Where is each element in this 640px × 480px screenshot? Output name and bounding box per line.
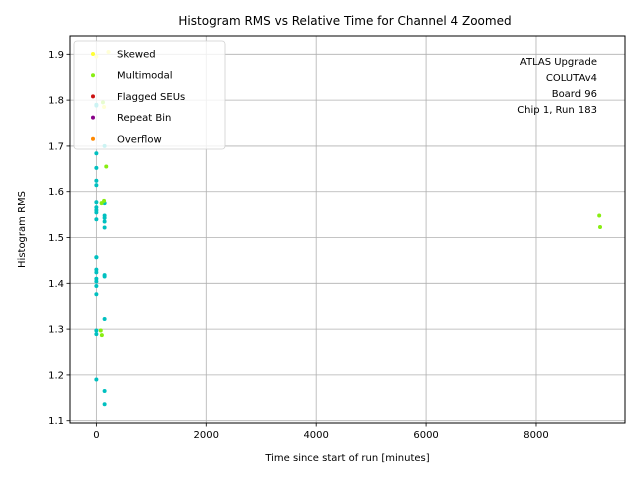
data-point [94, 292, 99, 297]
data-point [94, 284, 99, 289]
data-point [94, 332, 99, 337]
data-point [94, 210, 99, 215]
y-tick-label: 1.1 [48, 416, 64, 427]
legend: Skewed Multimodal Flagged SEUs Repeat Bin Ov… [73, 40, 226, 150]
y-tick-label: 1.9 [48, 50, 64, 61]
annotation-line: ATLAS Upgrade [520, 57, 597, 68]
data-point [102, 215, 107, 220]
data-point [94, 200, 99, 205]
y-axis-label: Histogram RMS [17, 191, 28, 268]
legend-label: Skewed [117, 50, 156, 61]
data-point [102, 198, 107, 203]
plot-frame [69, 35, 626, 424]
data-point [94, 217, 99, 222]
data-point [94, 151, 99, 156]
data-points [94, 50, 602, 407]
data-point [94, 178, 99, 183]
y-tick-label: 1.5 [48, 233, 64, 244]
run-annotation: ATLAS Upgrade COLUTAv4 Board 96 Chip 1, Run… [517, 57, 597, 116]
chart-title: Histogram RMS vs Relative Time for Chann… [178, 14, 511, 28]
legend-marker [91, 136, 95, 141]
legend-marker [91, 52, 95, 56]
data-point [94, 276, 99, 281]
legend-marker [91, 73, 95, 78]
data-point [104, 164, 109, 169]
data-point [94, 377, 99, 382]
data-point [102, 402, 107, 407]
data-point [102, 225, 107, 230]
data-point [102, 219, 107, 224]
legend-label: Repeat Bin [117, 113, 171, 124]
x-tick-label: 0 [93, 430, 99, 441]
y-tick-label: 1.4 [48, 279, 64, 290]
data-point [597, 213, 602, 218]
data-point [102, 274, 107, 279]
legend-box [73, 40, 226, 150]
data-point [98, 328, 103, 333]
x-tick-label: 2000 [194, 430, 219, 441]
data-point [94, 267, 99, 272]
x-axis-label: Time since start of run [minutes] [264, 453, 429, 464]
y-tick-label: 1.7 [48, 141, 64, 152]
data-point [102, 317, 107, 322]
legend-label: Flagged SEUs [117, 92, 185, 103]
data-point [94, 279, 99, 284]
annotation-line: Board 96 [552, 89, 597, 100]
axis-ticks: 0 2000 4000 6000 8000 1.1 1.2 1.3 1.4 1.5 1.6 1.7 1.… [48, 50, 549, 441]
annotation-line: COLUTAv4 [546, 73, 597, 84]
y-tick-label: 1.3 [48, 325, 64, 336]
data-point [94, 183, 99, 188]
legend-marker [91, 94, 95, 99]
data-point [94, 205, 99, 210]
data-point [99, 333, 104, 338]
annotation-line: Chip 1, Run 183 [517, 105, 597, 116]
x-tick-label: 8000 [523, 430, 548, 441]
legend-marker [91, 115, 95, 120]
data-point [94, 270, 99, 275]
data-point [597, 224, 602, 229]
y-tick-label: 1.8 [48, 96, 64, 107]
legend-label: Overflow [117, 134, 162, 145]
x-tick-label: 6000 [413, 430, 438, 441]
data-point [94, 255, 99, 260]
legend-label: Multimodal [117, 71, 173, 82]
y-tick-label: 1.6 [48, 187, 64, 198]
data-point [94, 328, 99, 333]
data-point [94, 165, 99, 170]
y-tick-label: 1.2 [48, 370, 64, 381]
x-tick-label: 4000 [303, 430, 328, 441]
data-point [102, 388, 107, 393]
